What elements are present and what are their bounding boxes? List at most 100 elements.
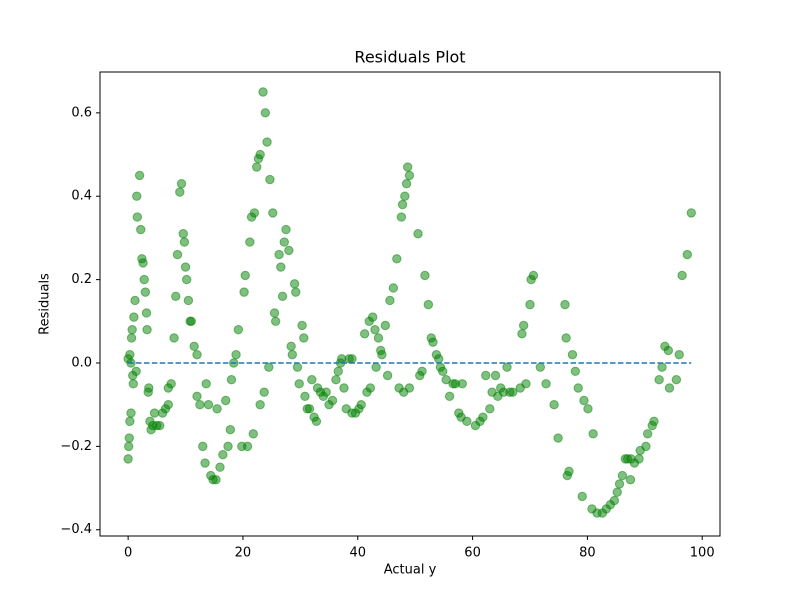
- point: [347, 354, 357, 364]
- point: [292, 362, 303, 372]
- point: [333, 366, 343, 377]
- point: [541, 379, 551, 389]
- point: [625, 475, 636, 485]
- point: [180, 262, 191, 272]
- point: [612, 487, 622, 497]
- point: [570, 366, 581, 377]
- point: [240, 270, 250, 281]
- point: [269, 308, 280, 318]
- point: [126, 408, 136, 418]
- point: [438, 366, 448, 377]
- point: [215, 462, 225, 472]
- point: [130, 295, 140, 306]
- point: [171, 291, 181, 301]
- point: [195, 399, 205, 410]
- y-tick-label: 0.0: [71, 355, 92, 370]
- point: [270, 316, 281, 327]
- point: [131, 366, 141, 377]
- point: [481, 370, 491, 381]
- point: [577, 491, 587, 502]
- point: [518, 320, 529, 331]
- point: [129, 312, 139, 322]
- y-tick-label: −0.4: [60, 522, 92, 537]
- y-tick-label: 0.4: [71, 189, 92, 204]
- point: [609, 495, 620, 506]
- point: [242, 441, 253, 452]
- point: [245, 237, 255, 247]
- point: [356, 399, 366, 410]
- point: [179, 237, 190, 247]
- point: [201, 379, 211, 389]
- point: [212, 404, 222, 414]
- x-axis-label: Actual y: [384, 563, 437, 578]
- point: [183, 295, 194, 306]
- point: [434, 354, 444, 364]
- point: [567, 349, 578, 360]
- point: [420, 270, 430, 281]
- point: [125, 349, 135, 360]
- point: [377, 349, 387, 360]
- point: [403, 162, 413, 172]
- x-tick-label: 80: [579, 546, 596, 561]
- point: [490, 370, 501, 381]
- point: [277, 291, 288, 301]
- point: [521, 379, 531, 389]
- point: [614, 479, 625, 489]
- point: [284, 245, 294, 256]
- point: [176, 179, 187, 189]
- point: [528, 270, 539, 281]
- point: [299, 333, 309, 343]
- point: [255, 399, 265, 410]
- point: [239, 287, 249, 297]
- point: [307, 374, 317, 385]
- point: [124, 433, 134, 443]
- point: [331, 374, 341, 385]
- point: [189, 341, 199, 352]
- point: [428, 337, 438, 347]
- point: [186, 316, 196, 327]
- point: [564, 466, 574, 477]
- point: [166, 379, 176, 389]
- point: [274, 249, 284, 260]
- point: [321, 387, 331, 397]
- point: [549, 399, 559, 410]
- point: [561, 333, 571, 343]
- point: [339, 383, 349, 393]
- point: [169, 333, 179, 343]
- point: [134, 170, 145, 181]
- point: [579, 395, 589, 406]
- point: [155, 420, 165, 431]
- point: [441, 374, 451, 385]
- point: [223, 441, 233, 452]
- point: [617, 470, 628, 481]
- point: [181, 274, 192, 285]
- point: [286, 341, 296, 352]
- point: [260, 108, 271, 118]
- point: [226, 374, 237, 385]
- point: [502, 362, 512, 372]
- point: [535, 362, 546, 372]
- point: [560, 299, 570, 310]
- point: [478, 412, 488, 422]
- point: [373, 333, 384, 343]
- point: [370, 324, 380, 335]
- point: [255, 149, 265, 160]
- point: [136, 224, 146, 235]
- point: [126, 333, 137, 343]
- point: [359, 329, 370, 339]
- point: [311, 416, 322, 427]
- point: [297, 320, 307, 331]
- point: [682, 249, 692, 260]
- point: [200, 458, 210, 468]
- point: [128, 379, 138, 389]
- point: [423, 299, 434, 310]
- point: [249, 208, 260, 218]
- point: [367, 312, 378, 322]
- point: [163, 399, 174, 410]
- point: [677, 270, 687, 281]
- x-tick-label: 0: [124, 546, 132, 561]
- point: [178, 229, 188, 239]
- point: [231, 349, 241, 360]
